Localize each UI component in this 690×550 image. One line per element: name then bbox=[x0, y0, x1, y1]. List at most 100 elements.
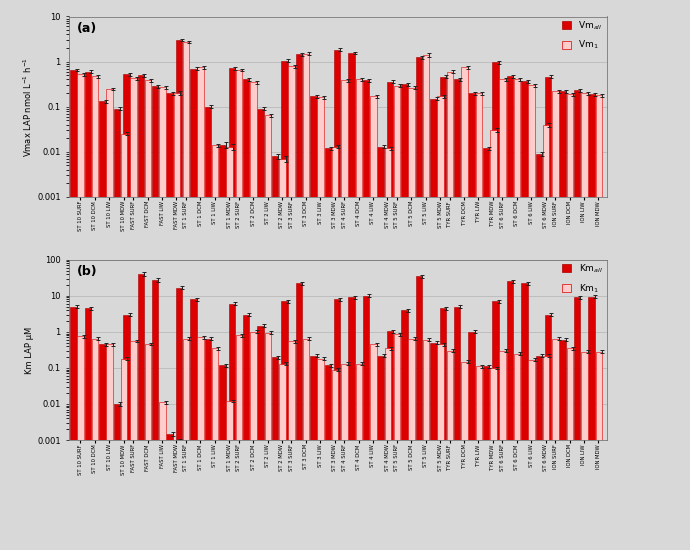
Bar bbox=[226, 401, 233, 550]
Bar bbox=[529, 360, 535, 550]
Bar bbox=[560, 91, 566, 550]
Bar bbox=[303, 339, 309, 550]
Bar bbox=[130, 341, 137, 550]
Bar bbox=[226, 146, 233, 550]
Bar bbox=[595, 95, 602, 550]
Bar bbox=[212, 348, 218, 550]
Bar bbox=[581, 93, 588, 550]
Y-axis label: Vmax LAP nmol L$^{-1}$ h$^{-1}$: Vmax LAP nmol L$^{-1}$ h$^{-1}$ bbox=[22, 57, 34, 157]
Bar bbox=[394, 334, 400, 550]
Bar bbox=[581, 352, 588, 550]
Bar bbox=[521, 81, 528, 550]
Bar bbox=[219, 365, 226, 550]
Bar bbox=[279, 364, 286, 550]
Bar bbox=[454, 307, 460, 550]
Bar bbox=[334, 50, 340, 550]
Bar bbox=[529, 85, 535, 550]
Bar bbox=[257, 326, 264, 550]
Bar bbox=[183, 339, 189, 550]
Bar bbox=[310, 96, 317, 550]
Bar bbox=[384, 348, 391, 550]
Bar bbox=[543, 124, 549, 550]
Bar bbox=[236, 70, 242, 550]
Bar bbox=[490, 130, 497, 550]
Bar bbox=[282, 301, 288, 550]
Bar bbox=[535, 153, 542, 550]
Bar bbox=[85, 72, 91, 550]
Bar bbox=[454, 80, 460, 550]
Bar bbox=[430, 98, 437, 550]
Bar bbox=[176, 40, 182, 550]
Bar bbox=[152, 86, 159, 550]
Bar bbox=[475, 366, 482, 550]
Bar bbox=[469, 93, 475, 550]
Bar bbox=[272, 156, 278, 550]
Bar bbox=[341, 364, 348, 550]
Bar bbox=[500, 80, 506, 550]
Bar bbox=[387, 81, 393, 550]
Bar bbox=[341, 80, 348, 550]
Bar bbox=[492, 62, 499, 550]
Bar bbox=[145, 80, 151, 550]
Bar bbox=[325, 148, 331, 550]
Bar bbox=[408, 339, 415, 550]
Bar bbox=[197, 338, 204, 550]
Bar bbox=[552, 91, 559, 550]
Bar bbox=[446, 351, 453, 550]
Bar bbox=[85, 309, 91, 550]
Bar bbox=[384, 148, 391, 550]
Bar bbox=[197, 67, 204, 550]
Bar bbox=[159, 87, 166, 550]
Bar bbox=[492, 301, 499, 550]
Bar bbox=[250, 332, 257, 550]
Bar bbox=[332, 370, 338, 550]
Bar bbox=[257, 109, 264, 550]
Bar bbox=[402, 310, 408, 550]
Bar bbox=[99, 344, 106, 550]
Bar bbox=[437, 96, 444, 550]
Y-axis label: Km LAP μM: Km LAP μM bbox=[26, 326, 34, 373]
Bar bbox=[174, 93, 180, 550]
Bar bbox=[77, 337, 84, 550]
Legend: Km$_{all}$, Km$_1$: Km$_{all}$, Km$_1$ bbox=[562, 262, 602, 295]
Bar bbox=[363, 296, 369, 550]
Bar bbox=[288, 67, 295, 550]
Bar bbox=[228, 304, 235, 550]
Bar bbox=[394, 86, 400, 550]
Bar bbox=[272, 357, 278, 550]
Bar bbox=[545, 315, 551, 550]
Bar bbox=[174, 440, 180, 550]
Bar bbox=[446, 72, 453, 550]
Bar bbox=[440, 77, 446, 550]
Bar bbox=[348, 53, 355, 550]
Bar bbox=[205, 107, 211, 550]
Bar bbox=[461, 67, 468, 550]
Bar bbox=[370, 344, 377, 550]
Bar bbox=[415, 57, 422, 550]
Bar bbox=[106, 89, 113, 550]
Bar bbox=[92, 76, 99, 550]
Bar bbox=[183, 42, 189, 550]
Bar bbox=[282, 60, 288, 550]
Text: (b): (b) bbox=[77, 265, 98, 278]
Bar bbox=[552, 339, 559, 550]
Bar bbox=[377, 146, 384, 550]
Bar bbox=[279, 158, 286, 550]
Bar bbox=[114, 109, 120, 550]
Bar bbox=[402, 85, 408, 550]
Bar bbox=[228, 68, 235, 550]
Bar bbox=[574, 298, 580, 550]
Text: (a): (a) bbox=[77, 22, 97, 35]
Bar bbox=[545, 77, 551, 550]
Bar bbox=[363, 80, 369, 550]
Bar bbox=[535, 355, 542, 550]
Bar bbox=[243, 80, 250, 550]
Bar bbox=[243, 315, 250, 550]
Bar bbox=[137, 75, 144, 550]
Bar bbox=[190, 299, 197, 550]
Bar bbox=[595, 352, 602, 550]
Bar bbox=[99, 101, 106, 550]
Bar bbox=[560, 340, 566, 550]
Bar bbox=[303, 53, 309, 550]
Bar bbox=[574, 90, 580, 550]
